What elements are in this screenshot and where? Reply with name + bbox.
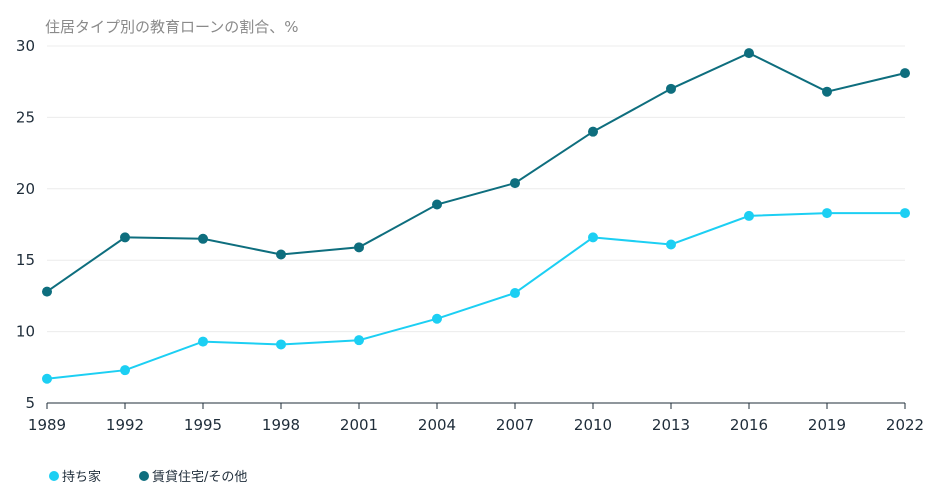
y-tick-label: 30 (16, 37, 35, 55)
data-point (744, 210, 754, 221)
x-tick-label: 2022 (886, 416, 924, 434)
data-point (666, 83, 676, 94)
x-tick-label: 2010 (574, 416, 612, 434)
series-line-1 (46, 212, 905, 380)
legend-label-1: 持ち家 (62, 469, 101, 485)
data-point (510, 178, 520, 189)
data-point (276, 339, 286, 350)
x-tick-label: 1995 (184, 416, 222, 434)
data-point (432, 313, 442, 324)
data-point (198, 336, 208, 347)
series-line-2 (46, 51, 906, 293)
x-tick-label: 2007 (496, 416, 534, 434)
y-axis-ticks: 5 10 15 20 25 30 (16, 37, 35, 412)
data-point (42, 373, 52, 384)
data-point (120, 365, 130, 376)
data-point (42, 286, 52, 297)
x-tick-label: 2019 (808, 416, 846, 434)
y-tick-label: 15 (16, 251, 35, 269)
y-tick-label: 5 (25, 394, 35, 412)
data-point (900, 208, 910, 219)
x-tick-label: 2016 (730, 416, 768, 434)
data-point (822, 86, 832, 97)
data-point (510, 288, 520, 299)
y-tick-label: 25 (16, 108, 35, 126)
x-tick-label: 2013 (652, 416, 690, 434)
x-tick-label: 1989 (28, 416, 66, 434)
legend-label-2: 賃貸住宅/その他 (152, 469, 247, 485)
x-tick-label: 1992 (106, 416, 144, 434)
series-lines (46, 51, 906, 380)
data-point (900, 68, 910, 79)
data-point (588, 232, 598, 243)
data-point (432, 199, 442, 210)
data-point (822, 208, 832, 219)
x-axis: 1989 1992 1995 1998 2001 2004 2007 2010 2013 2016… (28, 402, 924, 434)
data-point (744, 48, 754, 59)
legend-marker-1 (49, 471, 59, 481)
legend: 持ち家 賃貸住宅/その他 (49, 469, 247, 485)
data-point (276, 249, 286, 260)
data-point (588, 126, 598, 137)
y-tick-label: 10 (16, 323, 35, 341)
series-points (42, 48, 910, 384)
x-tick-label: 2004 (418, 416, 456, 434)
data-point (666, 239, 676, 250)
x-tick-label: 1998 (262, 416, 300, 434)
x-tick-label: 2001 (340, 416, 378, 434)
data-point (354, 242, 364, 253)
data-point (354, 335, 364, 346)
y-tick-label: 20 (16, 180, 35, 198)
data-point (120, 232, 130, 243)
gridlines (47, 45, 905, 333)
chart-title: 住居タイプ別の教育ローンの割合、% (45, 18, 299, 36)
data-point (198, 233, 208, 244)
legend-marker-2 (139, 471, 149, 481)
